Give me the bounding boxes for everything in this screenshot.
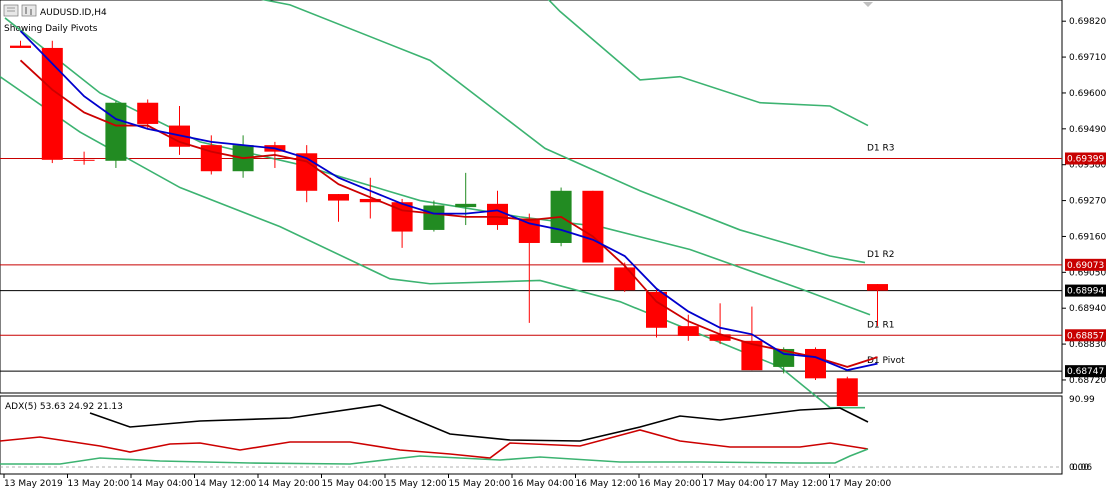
pivot-level-label: D1 R1 bbox=[867, 320, 895, 330]
indicator-axis-label: 0.06 bbox=[1072, 463, 1092, 473]
bear-candle[interactable] bbox=[359, 198, 381, 203]
x-tick-label: 17 May 12:00 bbox=[766, 479, 828, 489]
di-minus-line bbox=[0, 448, 869, 465]
bear-candle[interactable] bbox=[867, 284, 888, 291]
pivot-price-tag bbox=[1065, 329, 1106, 342]
pivot-price-tag bbox=[1065, 152, 1106, 165]
y-tick-label: 0.69380 bbox=[1069, 161, 1106, 171]
bear-candle[interactable] bbox=[73, 159, 95, 161]
y-tick-label: 0.69600 bbox=[1069, 89, 1106, 99]
chart-icon bbox=[3, 4, 37, 17]
indicator-axis-label: 0.00 bbox=[1069, 463, 1089, 473]
bear-candle[interactable] bbox=[582, 190, 604, 263]
pivot-price-tag-text: 0.69399 bbox=[1067, 155, 1104, 165]
indicator-axis-label: 90.99 bbox=[1069, 395, 1095, 405]
bear-candle[interactable] bbox=[200, 145, 222, 172]
main-plot-area[interactable] bbox=[0, 0, 1063, 394]
bear-candle[interactable] bbox=[137, 102, 159, 124]
x-tick-label: 13 May 2019 bbox=[4, 479, 63, 489]
pivot-level-label: D1 Pivot bbox=[867, 356, 905, 366]
bear-candle[interactable] bbox=[296, 153, 318, 191]
current-price-tag-text: 0.68994 bbox=[1067, 287, 1104, 297]
x-tick-label: 17 May 04:00 bbox=[703, 479, 765, 489]
y-tick-label: 0.69490 bbox=[1069, 125, 1106, 135]
x-tick-label: 14 May 04:00 bbox=[131, 479, 193, 489]
x-tick-label: 13 May 20:00 bbox=[68, 479, 130, 489]
y-tick-label: 0.69710 bbox=[1069, 53, 1106, 63]
x-tick-label: 16 May 12:00 bbox=[576, 479, 638, 489]
current-price-tag bbox=[1065, 284, 1106, 297]
x-tick-label: 14 May 12:00 bbox=[195, 479, 257, 489]
pivot-price-tag bbox=[1065, 365, 1106, 378]
x-tick-label: 15 May 12:00 bbox=[385, 479, 447, 489]
upper-band-line bbox=[260, 0, 866, 264]
scroll-shift-icon[interactable] bbox=[863, 2, 873, 7]
bull-candle[interactable] bbox=[105, 102, 127, 161]
bear-candle[interactable] bbox=[646, 291, 667, 328]
bear-candle[interactable] bbox=[614, 267, 636, 291]
bull-candle[interactable] bbox=[455, 203, 477, 208]
bear-candle[interactable] bbox=[741, 340, 763, 371]
lower-band-line bbox=[0, 75, 865, 409]
x-tick-label: 16 May 20:00 bbox=[639, 479, 701, 489]
bear-candle[interactable] bbox=[805, 348, 826, 379]
bear-candle[interactable] bbox=[518, 218, 540, 243]
pivot-level-label: D1 R2 bbox=[867, 250, 895, 260]
fast-ma-line bbox=[19, 30, 878, 372]
chart-title: AUDUSD.ID,H4 bbox=[40, 8, 107, 18]
pivot-price-tag-text: 0.69073 bbox=[1067, 261, 1104, 271]
y-tick-label: 0.69820 bbox=[1069, 17, 1106, 27]
indicator-label: ADX(5) 53.63 24.92 21.13 bbox=[5, 402, 123, 412]
bear-candle[interactable] bbox=[10, 45, 31, 48]
pivot-price-tag-text: 0.68747 bbox=[1067, 367, 1104, 377]
slow-ma-line bbox=[19, 59, 878, 368]
x-tick-label: 15 May 04:00 bbox=[322, 479, 384, 489]
bear-candle[interactable] bbox=[41, 47, 63, 160]
outer-upper-band-line bbox=[547, 0, 869, 127]
y-tick-label: 0.68940 bbox=[1069, 304, 1106, 314]
x-tick-label: 14 May 20:00 bbox=[258, 479, 320, 489]
bear-candle[interactable] bbox=[328, 194, 349, 201]
bull-candle[interactable] bbox=[773, 348, 795, 367]
y-tick-label: 0.69050 bbox=[1069, 268, 1106, 278]
y-tick-label: 0.69160 bbox=[1069, 232, 1106, 242]
x-tick-label: 17 May 20:00 bbox=[830, 479, 892, 489]
adx-main-line bbox=[89, 404, 869, 442]
pivot-price-tag bbox=[1065, 258, 1106, 271]
chart-subtitle: Showing Daily Pivots bbox=[4, 24, 98, 34]
y-tick-label: 0.68720 bbox=[1069, 376, 1106, 386]
y-tick-label: 0.68830 bbox=[1069, 340, 1106, 350]
x-tick-label: 15 May 20:00 bbox=[449, 479, 511, 489]
bear-candle[interactable] bbox=[487, 203, 508, 226]
bear-candle[interactable] bbox=[677, 326, 699, 336]
x-tick-label: 16 May 04:00 bbox=[512, 479, 574, 489]
bear-candle[interactable] bbox=[709, 334, 731, 341]
di-plus-line bbox=[0, 429, 869, 459]
bear-candle[interactable] bbox=[836, 378, 858, 407]
y-tick-label: 0.69270 bbox=[1069, 197, 1106, 207]
pivot-price-tag-text: 0.68857 bbox=[1067, 331, 1104, 341]
bull-candle[interactable] bbox=[423, 205, 445, 230]
pivot-level-label: D1 R3 bbox=[867, 144, 895, 154]
bear-candle[interactable] bbox=[391, 202, 413, 232]
indicator-plot-area[interactable] bbox=[0, 395, 1063, 475]
